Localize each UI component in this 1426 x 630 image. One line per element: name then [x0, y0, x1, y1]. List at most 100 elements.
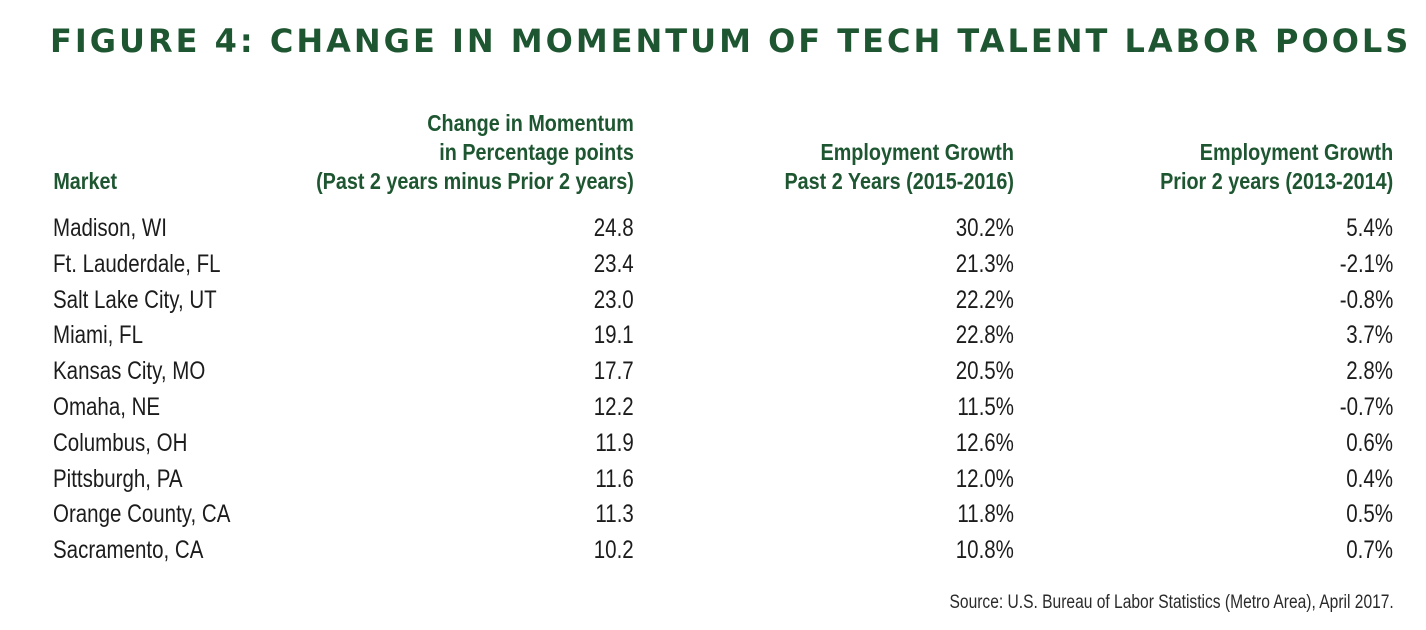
cell-market: Pittsburgh, PA	[53, 462, 211, 497]
table-row: Miami, FL 19.1 22.8% 3.7%	[0, 318, 1426, 354]
cell-market: Ft. Lauderdale, FL	[53, 247, 257, 282]
cell-growth-prior: 0.5%	[1336, 497, 1393, 532]
cell-growth-past: 12.0%	[943, 462, 1014, 497]
cell-momentum-text: 11.9	[595, 428, 634, 457]
cell-market: Madison, WI	[53, 211, 192, 246]
header-growth-past-line-1: Employment Growth	[820, 139, 1014, 165]
cell-growth-past: 21.3%	[943, 247, 1014, 282]
cell-momentum: 24.8	[585, 211, 634, 246]
cell-market: Salt Lake City, UT	[53, 283, 253, 318]
cell-growth-past-text: 12.6%	[955, 428, 1014, 457]
cell-growth-prior-text: 0.6%	[1346, 428, 1393, 457]
cell-market-text: Omaha, NE	[53, 393, 161, 421]
table-row: Orange County, CA 11.3 11.8% 0.5%	[0, 497, 1426, 533]
cell-growth-past: 22.2%	[943, 283, 1014, 318]
cell-growth-prior: -0.8%	[1328, 283, 1393, 318]
table-row: Salt Lake City, UT 23.0 22.2% -0.8%	[0, 283, 1426, 319]
cell-growth-past: 10.8%	[943, 533, 1014, 568]
header-growth-prior-line-2: Prior 2 years (2013-2014)	[1160, 168, 1394, 194]
cell-growth-past: 20.5%	[943, 354, 1014, 389]
header-growth-prior: Employment Growth Prior 2 years (2013-20…	[1160, 138, 1393, 196]
cell-momentum-text: 23.4	[594, 249, 634, 278]
table-header: Market Change in Momentum in Percentage …	[0, 104, 1393, 196]
cell-growth-past: 11.5%	[945, 390, 1014, 425]
cell-growth-prior-text: 0.4%	[1346, 464, 1393, 493]
cell-market-text: Pittsburgh, PA	[53, 464, 183, 493]
cell-growth-past: 12.6%	[943, 426, 1014, 461]
cell-growth-past-text: 12.0%	[955, 464, 1014, 493]
cell-growth-past-text: 20.5%	[955, 357, 1014, 386]
cell-market: Columbus, OH	[53, 426, 217, 461]
cell-momentum: 11.3	[587, 497, 634, 532]
table-row: Kansas City, MO 17.7 20.5% 2.8%	[0, 354, 1426, 390]
cell-growth-prior: -0.7%	[1328, 390, 1393, 425]
cell-growth-prior-text: 0.7%	[1346, 536, 1393, 565]
cell-market-text: Miami, FL	[53, 321, 143, 350]
cell-market: Omaha, NE	[53, 390, 184, 425]
table-row: Omaha, NE 12.2 11.5% -0.7%	[0, 390, 1426, 426]
cell-market: Miami, FL	[53, 318, 163, 353]
header-momentum-line-3: (Past 2 years minus Prior 2 years)	[316, 168, 634, 194]
cell-growth-past-text: 22.8%	[955, 321, 1014, 350]
cell-market-text: Orange County, CA	[53, 500, 231, 529]
cell-momentum-text: 10.2	[594, 536, 634, 565]
cell-momentum-text: 11.6	[595, 464, 634, 493]
cell-growth-prior-text: 5.4%	[1346, 214, 1393, 242]
cell-growth-prior: 2.8%	[1336, 354, 1393, 389]
header-market-line: Market	[53, 168, 118, 194]
cell-market-text: Ft. Lauderdale, FL	[53, 249, 221, 278]
table-row: Pittsburgh, PA 11.6 12.0% 0.4%	[0, 462, 1426, 498]
figure-title: FIGURE 4: CHANGE IN MOMENTUM OF TECH TAL…	[50, 22, 1412, 60]
cell-momentum-text: 24.8	[594, 214, 634, 242]
cell-growth-past-text: 11.8%	[957, 500, 1014, 529]
header-growth-past: Employment Growth Past 2 Years (2015-201…	[784, 138, 1013, 196]
header-momentum-line-1: Change in Momentum	[427, 110, 634, 136]
cell-growth-prior-text: -0.8%	[1339, 285, 1393, 314]
cell-market-text: Kansas City, MO	[53, 357, 206, 386]
cell-growth-prior: -2.1%	[1328, 247, 1393, 282]
cell-growth-past-text: 22.2%	[955, 285, 1014, 314]
cell-momentum: 23.4	[585, 247, 634, 282]
cell-market: Orange County, CA	[53, 497, 269, 532]
cell-growth-prior: 0.4%	[1336, 462, 1393, 497]
cell-growth-past-text: 30.2%	[955, 214, 1014, 242]
header-market: Market	[53, 167, 117, 196]
table-row: Madison, WI 24.8 30.2% 5.4%	[0, 211, 1426, 247]
cell-momentum-text: 19.1	[594, 321, 634, 350]
cell-growth-past-text: 10.8%	[955, 536, 1014, 565]
cell-growth-prior-text: -2.1%	[1339, 249, 1393, 278]
cell-growth-past-text: 11.5%	[957, 393, 1014, 421]
cell-growth-prior-text: 2.8%	[1346, 357, 1393, 386]
table-row: Sacramento, CA 10.2 10.8% 0.7%	[0, 533, 1426, 569]
cell-market-text: Salt Lake City, UT	[53, 285, 217, 314]
cell-market: Sacramento, CA	[53, 533, 236, 568]
cell-momentum: 11.6	[587, 462, 634, 497]
cell-market: Kansas City, MO	[53, 354, 239, 389]
table-row: Ft. Lauderdale, FL 23.4 21.3% -2.1%	[0, 247, 1426, 283]
cell-growth-prior-text: 0.5%	[1346, 500, 1393, 529]
header-growth-past-line-2: Past 2 Years (2015-2016)	[784, 168, 1014, 194]
cell-growth-past: 30.2%	[943, 211, 1014, 246]
cell-market-text: Madison, WI	[53, 214, 167, 242]
cell-momentum-text: 12.2	[594, 393, 634, 421]
header-momentum: Change in Momentum in Percentage points …	[316, 109, 634, 196]
cell-growth-prior: 5.4%	[1336, 211, 1393, 246]
cell-momentum-text: 11.3	[595, 500, 634, 529]
cell-growth-prior-text: 3.7%	[1346, 321, 1393, 350]
cell-market-text: Columbus, OH	[53, 428, 188, 457]
cell-momentum-text: 17.7	[594, 357, 634, 386]
cell-momentum: 11.9	[587, 426, 634, 461]
cell-momentum: 10.2	[585, 533, 634, 568]
table-row: Columbus, OH 11.9 12.6% 0.6%	[0, 426, 1426, 462]
source-text: Source: U.S. Bureau of Labor Statistics …	[949, 592, 1394, 613]
cell-market-text: Sacramento, CA	[53, 536, 204, 565]
source-note: Source: U.S. Bureau of Labor Statistics …	[852, 592, 1394, 614]
header-growth-prior-line-1: Employment Growth	[1199, 139, 1394, 165]
cell-growth-prior-text: -0.7%	[1339, 393, 1393, 421]
cell-momentum: 17.7	[585, 354, 634, 389]
cell-growth-past-text: 21.3%	[955, 249, 1014, 278]
cell-growth-prior: 0.6%	[1336, 426, 1393, 461]
header-momentum-line-2: in Percentage points	[439, 139, 634, 165]
cell-growth-past: 22.8%	[943, 318, 1014, 353]
cell-growth-past: 11.8%	[945, 497, 1014, 532]
